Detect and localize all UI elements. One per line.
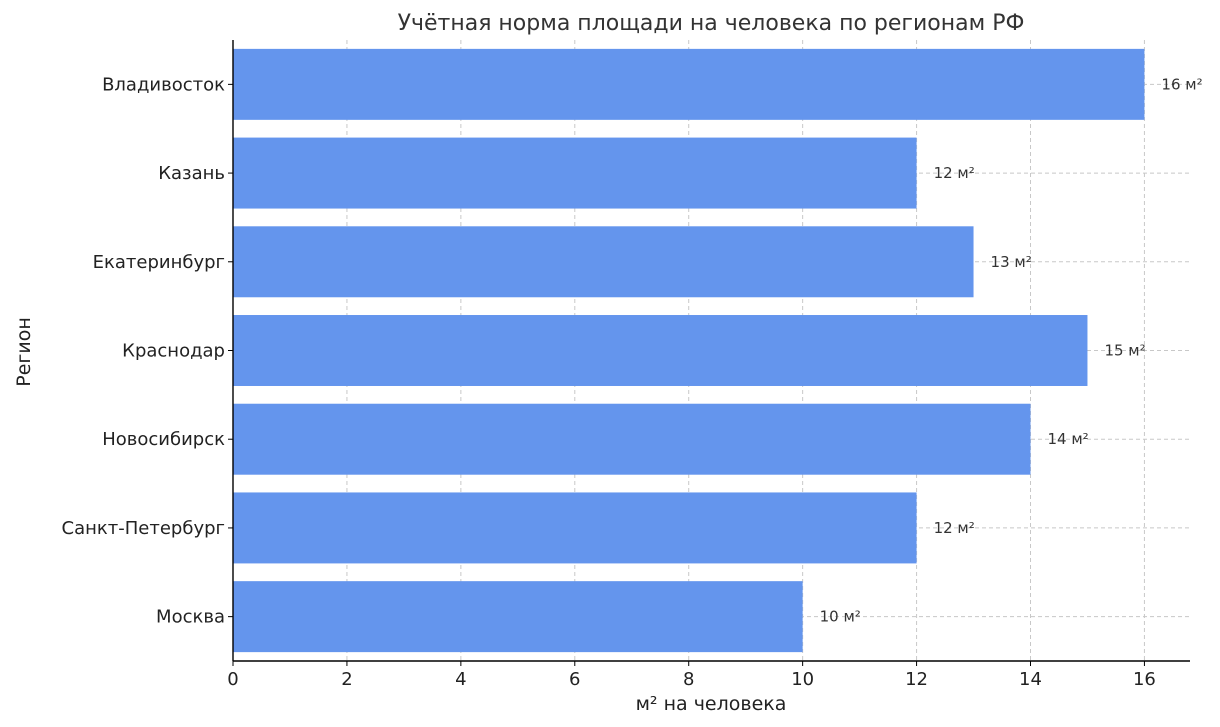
- bar: [233, 48, 1145, 120]
- x-tick-label: 0: [227, 669, 238, 690]
- y-axis-label: Регион: [13, 317, 35, 387]
- chart-title: Учётная норма площади на человека по рег…: [398, 11, 1025, 36]
- y-tick-labels: Москва Санкт-Петербург Новосибирск Краснода…: [62, 74, 233, 628]
- bar: [233, 315, 1088, 386]
- y-tick-label: Новосибирск: [102, 429, 225, 450]
- x-tick-label: 12: [905, 669, 928, 690]
- x-tick-label: 14: [1019, 669, 1042, 690]
- data-label: 10 м²: [820, 608, 861, 626]
- data-label: 14 м²: [1048, 430, 1089, 448]
- x-tick-labels: 0 2 4 6 8 10 12 14 16: [227, 661, 1156, 690]
- data-labels: 10 м² 12 м² 14 м² 15 м² 13 м² 12 м² 16 м²: [820, 75, 1203, 625]
- bars: [233, 48, 1145, 653]
- data-label: 15 м²: [1104, 342, 1145, 360]
- data-label: 16 м²: [1161, 75, 1202, 93]
- y-tick-label: Москва: [156, 607, 225, 628]
- bar: [233, 403, 1031, 475]
- x-tick-label: 2: [341, 669, 352, 690]
- data-label: 12 м²: [934, 519, 975, 537]
- x-tick-label: 10: [791, 669, 814, 690]
- x-axis-label: м² на человека: [636, 693, 787, 715]
- bar: [233, 492, 917, 564]
- x-tick-label: 4: [455, 669, 466, 690]
- y-tick-label: Екатеринбург: [93, 252, 225, 273]
- data-label: 13 м²: [991, 253, 1032, 271]
- x-tick-label: 16: [1133, 669, 1156, 690]
- bar: [233, 226, 974, 298]
- y-tick-label: Казань: [158, 163, 225, 184]
- bar: [233, 581, 803, 653]
- y-tick-label: Владивосток: [102, 74, 225, 95]
- y-tick-label: Краснодар: [122, 341, 225, 362]
- bar: [233, 137, 917, 209]
- y-tick-label: Санкт-Петербург: [62, 518, 225, 539]
- data-label: 12 м²: [934, 164, 975, 182]
- x-tick-label: 6: [569, 669, 580, 690]
- x-tick-label: 8: [683, 669, 694, 690]
